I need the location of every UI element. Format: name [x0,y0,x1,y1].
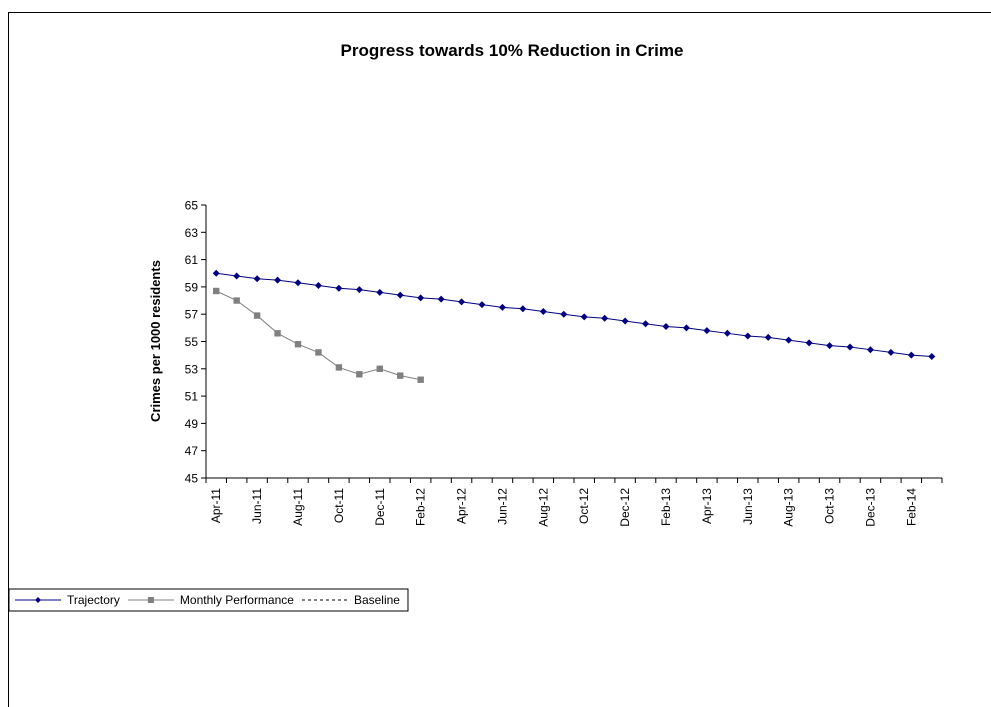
legend-item: Monthly Performance [127,593,294,607]
data-point [928,353,936,361]
series-layer [212,269,936,383]
data-point [580,313,588,321]
data-point [805,339,813,347]
data-point [539,307,547,315]
x-tick-label: Feb-13 [659,488,673,526]
y-tick-label: 45 [185,472,199,486]
data-point [478,301,486,309]
data-point [826,342,834,350]
legend: Trajectory Monthly Performance Baseline [8,588,409,612]
data-point [417,376,424,383]
data-point [744,332,752,340]
data-point [376,365,383,372]
y-tick-label: 59 [185,280,199,294]
data-point [601,314,609,322]
y-tick-label: 47 [185,444,199,458]
x-tick-label: Dec-11 [373,488,387,526]
x-tick-label: Aug-11 [291,488,305,526]
data-point [253,312,261,319]
legend-label: Monthly Performance [180,593,294,607]
y-tick-label: 57 [185,308,199,322]
data-point [233,272,241,280]
legend-label: Baseline [354,593,400,607]
data-point [335,284,343,292]
y-tick-label: 61 [185,253,199,267]
data-point [417,294,425,302]
y-axis-label: Crimes per 1000 residents [148,260,163,422]
data-point [253,275,261,283]
data-point [519,305,527,313]
data-point [682,324,690,332]
x-tick-label: Apr-13 [700,488,714,524]
x-tick-label: Jun-12 [495,488,509,525]
data-point [147,597,154,603]
x-tick-label: Oct-12 [577,488,591,524]
data-point [397,372,404,379]
data-point [355,286,363,294]
x-tick-label: Jun-13 [741,488,755,525]
data-point [642,320,650,328]
x-tick-label: Apr-11 [209,488,223,523]
data-point [35,597,41,603]
x-tick-label: Dec-13 [863,488,877,527]
axes: 65 63 61 59 57 55 53 51 49 47 45 Apr-11 Jun-11 Aug-11… [185,199,943,527]
data-point [437,295,445,303]
data-point [376,288,384,296]
legend-item: Trajectory [15,593,120,607]
x-tick-label: Apr-12 [455,488,469,524]
data-point [785,336,793,344]
data-point [458,298,466,306]
data-point [662,322,670,330]
data-point [560,310,568,318]
x-tick-label: Feb-12 [414,488,428,526]
data-point [274,330,281,337]
series-monthly-performance [213,287,424,383]
x-tick-label: Oct-13 [823,488,837,524]
data-point [294,341,302,348]
x-tick-label: Oct-11 [332,488,346,523]
data-point [621,317,629,325]
series-line [216,290,421,381]
data-point [274,276,282,284]
data-point [233,297,240,304]
data-point [294,279,302,287]
data-point [907,351,915,359]
x-tick-label: Aug-12 [536,488,550,527]
y-tick-label: 65 [185,199,199,213]
legend-box [8,588,409,612]
x-tick-label: Jun-11 [250,488,264,524]
y-tick-label: 49 [185,417,199,431]
legend-item: Baseline [301,593,400,607]
data-point [315,349,322,356]
series-trajectory [212,269,936,361]
data-point [498,303,506,311]
data-point [314,282,322,290]
data-point [866,346,874,354]
data-point [356,371,363,378]
y-tick-label: 53 [185,362,199,376]
data-point [723,329,731,337]
x-tick-label: Aug-13 [782,488,796,527]
data-point [703,327,711,335]
legend-label: Trajectory [67,593,120,607]
data-point [212,269,220,277]
chart-title: Progress towards 10% Reduction in Crime [341,41,684,60]
x-tick-label: Feb-14 [904,488,918,526]
y-tick-label: 55 [185,335,199,349]
data-point [846,343,854,351]
data-point [764,333,772,341]
data-point [335,364,343,371]
data-point [213,287,220,295]
y-tick-label: 63 [185,226,199,240]
data-point [396,291,404,299]
series-line [216,272,932,358]
x-tick-label: Dec-12 [618,488,632,527]
chart-frame [8,12,991,707]
data-point [887,348,895,356]
y-tick-label: 51 [185,390,199,404]
